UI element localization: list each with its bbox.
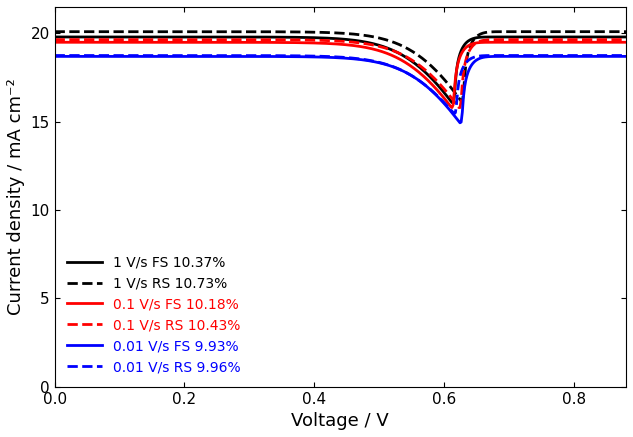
0.1 V/s FS 10.18% (322, 41, 330, 46)
0.01 V/s RS 9.96% (611, 53, 618, 58)
0.01 V/s RS 9.96% (322, 54, 330, 59)
0.01 V/s FS 9.93% (520, 54, 528, 59)
0.1 V/s RS 10.43% (525, 37, 532, 42)
1 V/s RS 10.73% (458, 98, 466, 104)
Legend: 1 V/s FS 10.37%, 1 V/s RS 10.73%, 0.1 V/s FS 10.18%, 0.1 V/s RS 10.43%, 0.01 V/s: 1 V/s FS 10.37%, 1 V/s RS 10.73%, 0.1 V/… (61, 250, 246, 380)
0.1 V/s FS 10.18% (522, 40, 529, 45)
Line: 0.01 V/s RS 9.96%: 0.01 V/s RS 9.96% (54, 55, 626, 114)
0.01 V/s RS 9.96% (522, 53, 529, 58)
0.1 V/s FS 10.18% (622, 40, 630, 45)
0.01 V/s RS 9.96% (360, 57, 368, 62)
Line: 1 V/s FS 10.37%: 1 V/s FS 10.37% (54, 37, 626, 103)
1 V/s RS 10.73% (520, 29, 528, 34)
1 V/s FS 10.37% (611, 35, 618, 40)
0.1 V/s RS 10.43% (520, 37, 528, 42)
0.1 V/s RS 10.43% (622, 37, 630, 42)
0.1 V/s RS 10.43% (360, 41, 368, 46)
1 V/s FS 10.37% (322, 35, 330, 41)
1 V/s FS 10.37% (360, 39, 368, 44)
0.01 V/s RS 9.96% (622, 53, 630, 58)
0.01 V/s RS 9.96% (520, 53, 528, 58)
1 V/s FS 10.37% (522, 35, 529, 40)
0.01 V/s FS 9.93% (622, 54, 630, 59)
1 V/s FS 10.37% (51, 35, 58, 40)
X-axis label: Voltage / V: Voltage / V (291, 412, 389, 430)
0.01 V/s FS 9.93% (51, 54, 58, 59)
0.1 V/s RS 10.43% (51, 37, 58, 42)
0.1 V/s RS 10.43% (611, 37, 618, 42)
1 V/s RS 10.73% (360, 33, 368, 38)
0.01 V/s FS 9.93% (360, 57, 368, 62)
0.01 V/s RS 9.96% (391, 65, 399, 70)
0.01 V/s RS 9.96% (325, 54, 333, 59)
0.1 V/s RS 10.43% (325, 38, 333, 43)
0.1 V/s FS 10.18% (391, 54, 399, 59)
1 V/s FS 10.37% (518, 35, 525, 40)
1 V/s RS 10.73% (527, 29, 535, 34)
Y-axis label: Current density / mA cm⁻²: Current density / mA cm⁻² (7, 78, 25, 315)
0.01 V/s FS 9.93% (526, 54, 534, 59)
0.01 V/s FS 9.93% (322, 55, 330, 60)
0.1 V/s FS 10.18% (360, 45, 368, 50)
1 V/s RS 10.73% (325, 30, 333, 35)
Line: 1 V/s RS 10.73%: 1 V/s RS 10.73% (54, 31, 626, 101)
0.1 V/s FS 10.18% (325, 41, 333, 46)
Line: 0.01 V/s FS 9.93%: 0.01 V/s FS 9.93% (54, 56, 626, 123)
1 V/s RS 10.73% (611, 29, 618, 34)
1 V/s RS 10.73% (322, 30, 330, 35)
0.1 V/s FS 10.18% (518, 40, 525, 45)
1 V/s FS 10.37% (622, 35, 630, 40)
0.01 V/s FS 9.93% (325, 55, 333, 60)
0.01 V/s RS 9.96% (51, 53, 58, 58)
0.1 V/s RS 10.43% (456, 105, 464, 110)
1 V/s RS 10.73% (622, 29, 630, 34)
0.01 V/s FS 9.93% (391, 65, 399, 70)
0.1 V/s FS 10.18% (611, 40, 618, 45)
0.1 V/s RS 10.43% (391, 49, 399, 54)
1 V/s FS 10.37% (325, 36, 333, 41)
0.1 V/s FS 10.18% (448, 105, 456, 110)
1 V/s RS 10.73% (51, 29, 58, 34)
1 V/s FS 10.37% (449, 100, 457, 105)
0.1 V/s RS 10.43% (322, 38, 330, 43)
0.01 V/s FS 9.93% (456, 120, 464, 125)
0.01 V/s RS 9.96% (451, 111, 458, 116)
Line: 0.1 V/s RS 10.43%: 0.1 V/s RS 10.43% (54, 40, 626, 108)
0.01 V/s FS 9.93% (611, 54, 618, 59)
0.1 V/s FS 10.18% (51, 40, 58, 45)
Line: 0.1 V/s FS 10.18%: 0.1 V/s FS 10.18% (54, 42, 626, 108)
1 V/s FS 10.37% (391, 49, 399, 54)
1 V/s RS 10.73% (391, 40, 399, 45)
